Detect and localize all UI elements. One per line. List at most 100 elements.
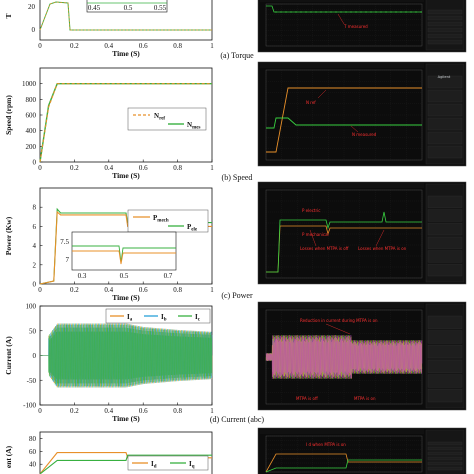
scope-speed: Agilent N ref N measured — [257, 61, 467, 167]
x-tick-label: 0.6 — [139, 164, 148, 172]
scope-menu-item — [427, 374, 463, 388]
y-tick-label: 600 — [26, 112, 37, 120]
scope-label-mtpa-off: MTPA is off — [296, 396, 318, 401]
inset-x-tick-label: 0.3 — [78, 272, 87, 280]
y-tick-label: 100 — [26, 303, 37, 311]
x-tick-label: 1 — [210, 407, 214, 415]
scope-trace-ref — [266, 87, 422, 153]
scope-label-losses-off: Losses when MTPA is off — [300, 246, 349, 251]
scope-label-id-on: I d when MTPA is on — [306, 442, 346, 447]
legend-box — [127, 107, 207, 131]
x-tick-label: 1 — [210, 286, 214, 294]
series-n-ref — [39, 83, 212, 163]
series-ib — [40, 323, 213, 388]
y-tick-label: 6 — [33, 223, 37, 231]
scope-current: Reduction in current during MTPA is on MT… — [257, 301, 467, 411]
x-tick-label: 0.6 — [139, 407, 148, 415]
x-tick-label: 0 — [38, 286, 42, 294]
x-tick-label: 0.4 — [104, 286, 113, 294]
x-tick-label: 0.2 — [70, 407, 79, 415]
x-axis-label: Time (S) — [112, 293, 140, 302]
inset-x-tick-label: 0.5 — [120, 272, 129, 280]
scope-brand: Agilent — [438, 75, 451, 79]
scope-status-bar — [260, 0, 424, 2]
scope-menu-item — [427, 9, 463, 15]
legend: Ia Ib Ic — [105, 308, 211, 324]
y-tick-label: 80 — [29, 435, 37, 443]
scope-menu-item — [427, 236, 463, 249]
scope-menu-item — [427, 39, 463, 45]
scope-menu-item — [427, 27, 463, 33]
y-tick-label: 0 — [32, 26, 36, 34]
x-tick-label: 0.2 — [70, 164, 79, 172]
x-tick-label: 0.8 — [173, 286, 182, 294]
scope-menu-item — [427, 446, 463, 451]
scope-trace — [266, 5, 422, 13]
annotation-arrow — [325, 323, 351, 335]
scope-power: P electric P mechanical Losses when MTPA i… — [257, 181, 467, 285]
y-tick-label: -100 — [23, 402, 36, 410]
scope-label-p-electric: P electric — [302, 208, 320, 213]
scope-menu-item — [427, 264, 463, 277]
inset-y-tick-label: 7.5 — [60, 238, 69, 246]
scope-menu-item — [427, 131, 463, 145]
legend-label: Iq — [189, 460, 195, 470]
y-tick-label: 800 — [26, 96, 37, 104]
inset-mech — [72, 250, 176, 265]
legend-label: Ia — [127, 313, 133, 323]
scope-menu-item — [427, 89, 463, 103]
legend: Pmech Pele — [127, 209, 209, 233]
legend: Id Iq — [127, 455, 209, 471]
y-axis-label: Current (A) — [4, 336, 13, 375]
scope-menu-item — [427, 223, 463, 236]
y-tick-label: 0 — [33, 352, 37, 360]
x-tick-label: 0 — [38, 407, 42, 415]
caption-speed: (b) Speed — [222, 173, 253, 182]
series-iq — [39, 454, 212, 474]
scope-label-n-measured: N measured — [352, 132, 377, 137]
y-tick-label: 400 — [26, 127, 37, 135]
x-tick-label: 0.2 — [70, 42, 79, 50]
x-tick-label: 0 — [38, 42, 42, 50]
y-tick-label: 0 — [33, 159, 37, 167]
x-axis-label: Time (S) — [112, 414, 140, 423]
y-tick-label: 1000 — [22, 80, 37, 88]
y-tick-label: 40 — [29, 461, 37, 469]
scope-trace-id — [265, 453, 422, 473]
x-tick-label: 0.2 — [70, 286, 79, 294]
annotation-arrow — [375, 229, 385, 247]
legend-label: Ic — [195, 313, 201, 323]
x-tick-label: 0.6 — [139, 286, 148, 294]
scope-status-bar — [260, 183, 424, 188]
inset-x-tick-label: 0.55 — [154, 4, 167, 12]
annotation-arrow — [309, 229, 317, 247]
y-tick-label: 60 — [29, 448, 37, 456]
caption-current: (d) Current (abc) — [210, 415, 265, 424]
x-axis-label: Time (S) — [112, 49, 140, 58]
scope-menu-item — [427, 466, 463, 471]
caption-torque: (a) Torque — [220, 51, 254, 60]
annotation-arrow — [350, 125, 359, 133]
x-tick-label: 0.8 — [173, 164, 182, 172]
inset: 7.5 7 0.3 0.5 0.7 — [60, 231, 177, 280]
scope-graticule — [265, 435, 423, 473]
scope-menu-item — [427, 75, 463, 89]
panel-torque: 20 0 T 0.45 0.5 0.55 0 0.2 0.4 0.6 0.8 1 Time (S) — [4, 0, 214, 58]
x-tick-label: 0.4 — [104, 42, 113, 50]
scope-menu-item — [427, 195, 463, 208]
scope-menu-item — [427, 451, 463, 456]
y-axis-label: Power (Kw) — [4, 216, 13, 255]
scope-menu-item — [427, 456, 463, 461]
scope-menu-item — [427, 330, 463, 344]
legend-label: Id — [151, 460, 157, 470]
panel-power: 0 0.2 0.4 0.6 0.8 1 Time (S) Power (Kw) 8 6 4 2 0 Pme… — [4, 187, 214, 302]
legend: Nref Nmes — [127, 107, 207, 131]
scope-trace-iq — [265, 459, 422, 473]
x-tick-label: 1 — [210, 42, 214, 50]
scope-trace-measured — [266, 117, 422, 129]
scope-menu-item — [427, 33, 463, 39]
scope-label-t-measured: T measured — [343, 24, 368, 29]
panel-speed: 0 0.2 0.4 0.6 0.8 1 Time (S) Speed (rpm) 1000 800… — [4, 67, 214, 180]
